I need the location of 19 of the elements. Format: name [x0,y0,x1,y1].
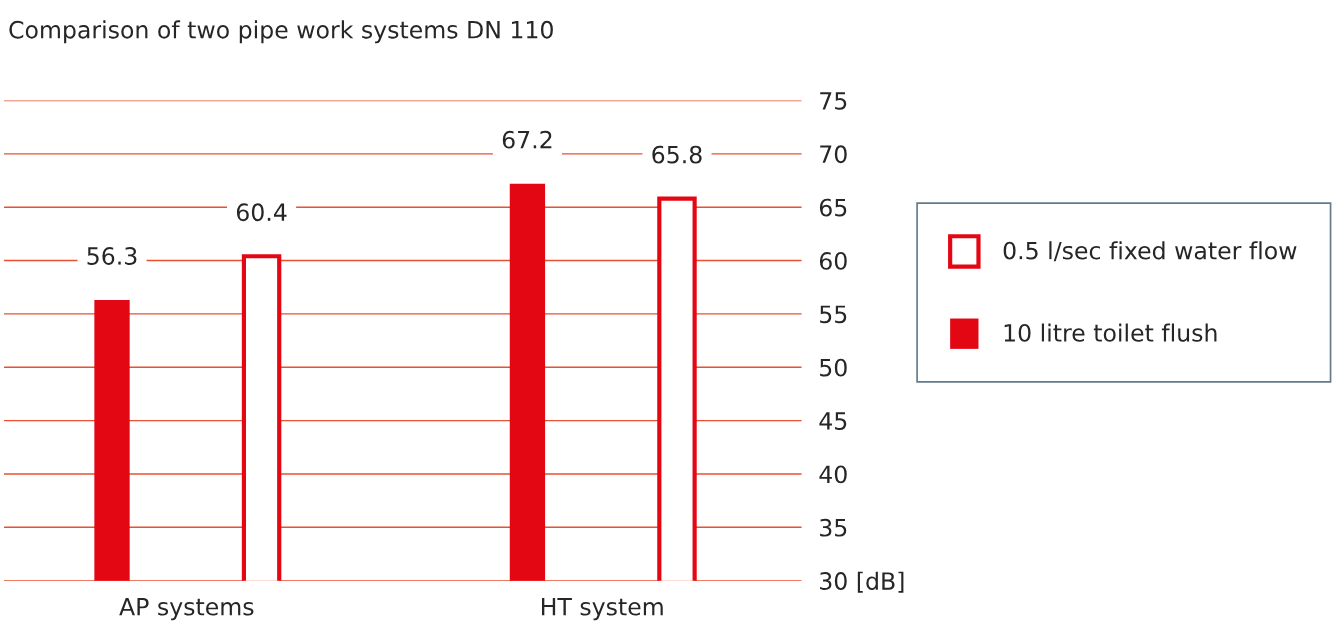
legend-label: 0.5 l/sec fixed water flow [1003,241,1297,262]
data-label: 60.4 [236,203,287,222]
y-tick-label: 40 [819,465,847,484]
y-tick-label: 70 [820,145,847,164]
data-label: 67.2 [502,130,552,149]
y-tick-label: 65 [819,198,847,217]
x-tick-label: AP systems [119,598,254,621]
chart-title: Comparison of two pipe work systems DN 110 [9,20,553,44]
y-tick-label: 50 [820,358,847,377]
legend-label: 10 litre toilet flush [1004,323,1217,342]
y-tick-label: 30 [dB] [820,571,904,593]
data-label: 65.8 [652,145,702,164]
y-tick-label: 45 [819,412,847,430]
y-tick-label: 75 [820,92,847,110]
y-tick-label: 35 [820,518,847,537]
data-label: 56.3 [87,247,137,265]
y-tick-label: 55 [820,305,847,324]
x-tick-label: HT system [542,598,663,621]
y-tick-label: 60 [819,251,847,270]
